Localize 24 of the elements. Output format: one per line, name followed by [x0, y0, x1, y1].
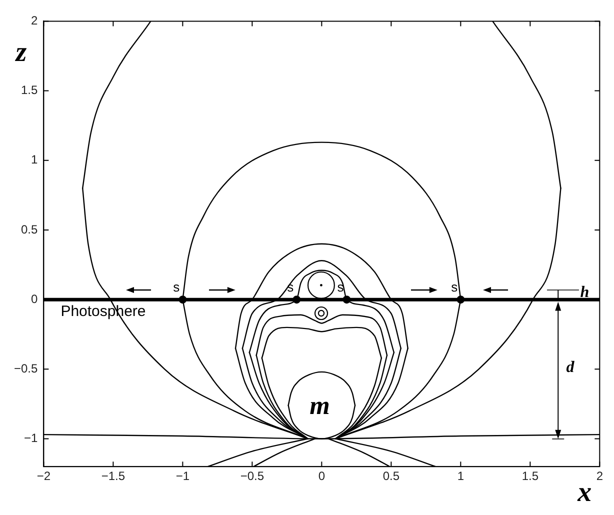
y-tick-label: 1: [31, 152, 38, 167]
x-tick-label: 1.5: [522, 469, 539, 484]
data-label: s: [173, 280, 180, 295]
data-label: s: [337, 280, 344, 295]
x-tick-label: −2: [36, 469, 51, 484]
annotation: h: [580, 284, 590, 302]
data-label: s: [451, 280, 458, 295]
y-tick-label: 0: [31, 292, 38, 306]
y-axis-title: z: [16, 37, 27, 68]
x-axis-title: x: [578, 476, 592, 508]
x-tick-label: 2: [596, 469, 604, 484]
y-tick-label: 1.5: [21, 83, 38, 98]
x-tick-label: 0.5: [382, 469, 400, 484]
x-tick-label: −1: [176, 469, 190, 484]
x-tick-label: 0: [318, 469, 326, 484]
annotation: d: [566, 359, 574, 378]
x-tick-label: 1: [457, 469, 464, 484]
annotation: m: [310, 390, 330, 421]
y-tick-label: −0.5: [14, 361, 38, 376]
y-tick-label: 0.5: [21, 222, 38, 236]
y-tick-label: −1: [24, 431, 38, 446]
x-tick-label: −0.5: [240, 469, 264, 484]
x-tick-label: −1.5: [101, 469, 126, 484]
y-tick-label: 2: [31, 14, 38, 28]
